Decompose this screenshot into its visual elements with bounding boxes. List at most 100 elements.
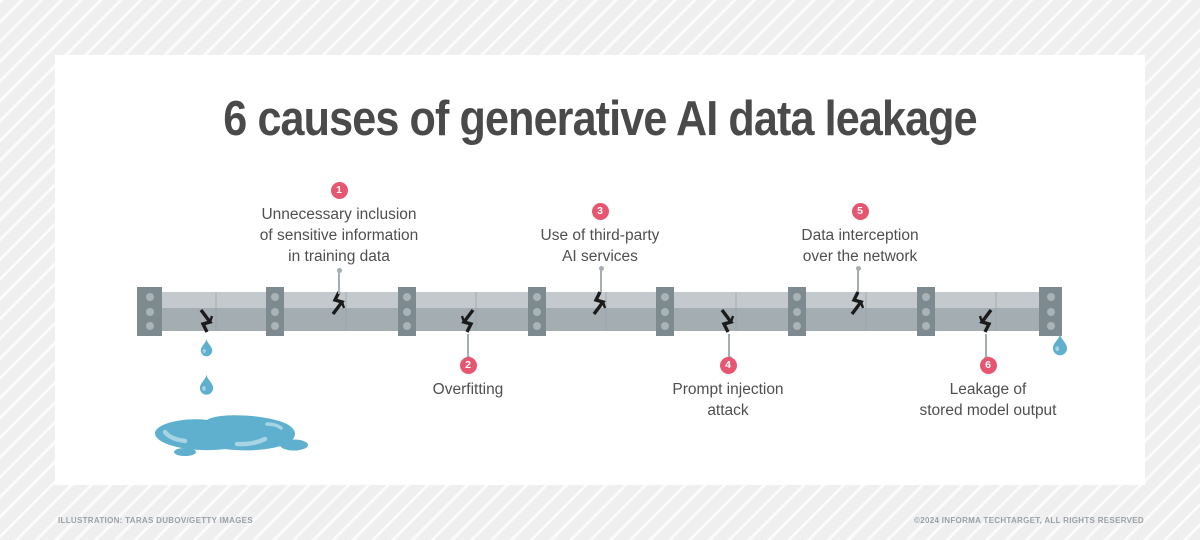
rivet-dot xyxy=(533,293,541,302)
puddle-icon xyxy=(154,415,308,456)
crack-path xyxy=(850,291,864,315)
pipe-seam xyxy=(475,292,477,331)
leader-line xyxy=(336,268,342,294)
crack-icon xyxy=(199,309,214,333)
crack-branch xyxy=(460,315,466,323)
cause-3: 3 Use of third-party AI services xyxy=(469,203,731,267)
puddle-highlight xyxy=(234,436,268,447)
rivet-dot xyxy=(403,293,411,302)
cause-5-number-badge: 5 xyxy=(851,203,869,220)
pipe-seam xyxy=(735,292,737,331)
crack-icon xyxy=(850,291,865,315)
cause-5: 5 Data interception over the network xyxy=(729,203,991,267)
crack-branch xyxy=(859,301,865,309)
drop-highlight xyxy=(202,348,206,353)
pipe-coupling xyxy=(1039,287,1062,336)
crack-path xyxy=(979,309,993,333)
cause-1: 1 Unnecessary inclusion of sensitive inf… xyxy=(208,182,470,267)
crack-icon xyxy=(720,309,735,333)
credit-copyright: ©2024 INFORMA TECHTARGET, ALL RIGHTS RES… xyxy=(914,516,1144,525)
credit-illustration: ILLUSTRATION: TARAS DUBOV/GETTY IMAGES xyxy=(58,516,253,525)
pipe-coupling xyxy=(398,287,416,336)
leader-line xyxy=(598,266,604,292)
pipe-coupling xyxy=(137,287,162,336)
cause-4: 4 Prompt injection attack xyxy=(597,357,859,421)
rivet-dot xyxy=(922,293,930,302)
cause-1-number-badge: 1 xyxy=(330,182,348,199)
crack-branch xyxy=(729,315,735,323)
drop-highlight xyxy=(202,386,206,391)
puddle-droplet xyxy=(174,448,196,456)
leader-line xyxy=(983,334,989,361)
puddle-highlight xyxy=(265,422,283,430)
rivet-dot xyxy=(661,293,669,302)
puddle-shape xyxy=(154,415,295,451)
crack-icon xyxy=(592,291,607,315)
pipe-seam xyxy=(345,292,347,331)
rivet-dot xyxy=(1046,307,1055,316)
water-drop-icon xyxy=(199,373,214,395)
crack-icon xyxy=(978,309,993,333)
rivet-dot xyxy=(145,293,154,302)
pipe-seam xyxy=(995,292,997,331)
rivet-dot xyxy=(533,321,541,330)
drop-shape xyxy=(1052,333,1068,356)
crack-branch xyxy=(340,301,346,309)
rivet-dot xyxy=(793,307,801,316)
rivet-dot xyxy=(661,307,669,316)
water-drop-icon xyxy=(1052,333,1068,356)
cause-1-label: Unnecessary inclusion of sensitive infor… xyxy=(259,206,419,265)
rivet-dot xyxy=(533,307,541,316)
infographic-card: 6 causes of generative AI data leakage 1… xyxy=(55,55,1145,485)
crack-path xyxy=(331,291,345,315)
crack-branch xyxy=(978,315,984,323)
cause-3-label: Use of third-party AI services xyxy=(540,227,660,265)
leader-line xyxy=(726,334,732,361)
cause-2-label: Overfitting xyxy=(432,381,504,398)
crack-branch xyxy=(208,315,214,323)
leader-line xyxy=(465,334,471,361)
pipe-coupling xyxy=(656,287,674,336)
rivet-dot xyxy=(922,321,930,330)
cause-6-number-badge: 6 xyxy=(979,357,997,374)
drop-shape xyxy=(200,338,213,357)
cause-6-label: Leakage of stored model output xyxy=(919,381,1057,419)
puddle-highlight xyxy=(162,429,188,444)
pipe-coupling xyxy=(528,287,546,336)
rivet-dot xyxy=(922,307,930,316)
cause-6: 6 Leakage of stored model output xyxy=(857,357,1119,421)
cause-5-label: Data interception over the network xyxy=(801,227,919,265)
rivet-dot xyxy=(271,293,279,302)
crack-icon xyxy=(331,291,346,315)
pipe-seam xyxy=(215,292,217,331)
rivet-dot xyxy=(145,307,154,316)
cause-4-number-badge: 4 xyxy=(719,357,737,374)
rivet-dot xyxy=(661,321,669,330)
crack-icon xyxy=(460,309,475,333)
pipe-coupling xyxy=(788,287,806,336)
water-drop-icon xyxy=(200,338,213,357)
page-title: 6 causes of generative AI data leakage xyxy=(223,92,977,146)
rivet-dot xyxy=(793,293,801,302)
crack-path xyxy=(461,309,475,333)
cause-3-number-badge: 3 xyxy=(591,203,609,220)
drop-highlight xyxy=(1055,346,1060,352)
pipe xyxy=(137,292,1062,331)
crack-path xyxy=(199,309,213,333)
pipe-coupling xyxy=(917,287,935,336)
pipe-coupling xyxy=(266,287,284,336)
rivet-dot xyxy=(271,321,279,330)
drop-shape xyxy=(199,373,214,395)
rivet-dot xyxy=(1046,321,1055,330)
crack-path xyxy=(592,291,606,315)
crack-branch xyxy=(601,301,607,309)
crack-path xyxy=(720,309,734,333)
cause-2: 2 Overfitting xyxy=(337,357,599,400)
cause-4-label: Prompt injection attack xyxy=(672,381,784,419)
rivet-dot xyxy=(145,321,154,330)
rivet-dot xyxy=(403,307,411,316)
cause-2-number-badge: 2 xyxy=(459,357,477,374)
rivet-dot xyxy=(271,307,279,316)
pipe-seam xyxy=(605,292,607,331)
leader-line xyxy=(855,266,861,292)
